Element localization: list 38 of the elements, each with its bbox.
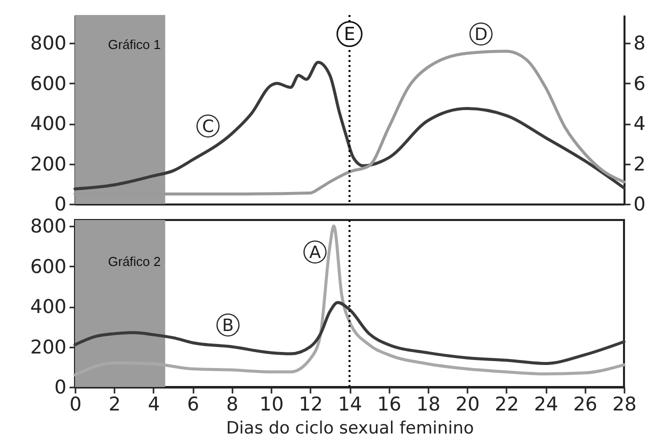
x-tick-label: 28 (612, 394, 637, 416)
y-tick-label: 400 (30, 113, 66, 136)
x-tick-label: 24 (534, 394, 558, 416)
y-tick-label: 200 (30, 153, 66, 176)
y2-tick-label: 2 (634, 153, 646, 176)
y-tick-label: 0 (54, 194, 66, 216)
y-tick-label: 800 (30, 32, 66, 55)
y2-tick-label: 6 (634, 72, 646, 95)
y2-tick-label: 4 (634, 113, 646, 136)
ref-line-label: E (344, 24, 356, 45)
y-tick-label: 600 (30, 72, 66, 95)
x-tick-label: 10 (259, 394, 284, 416)
text: Gráfico 2 (108, 254, 161, 269)
y-tick-label: 200 (30, 336, 66, 358)
x-tick-label: 6 (187, 394, 200, 416)
x-tick-label: 20 (456, 394, 480, 416)
y-tick-label: 400 (30, 296, 66, 318)
y-tick-label: 600 (30, 256, 66, 278)
series-label: D (474, 25, 488, 45)
x-tick-label: 14 (338, 394, 362, 416)
x-tick-label: 16 (377, 394, 402, 416)
series-label: A (309, 243, 322, 263)
y-tick-label: 800 (30, 216, 66, 238)
x-tick-label: 18 (416, 394, 441, 416)
text: Gráfico 1 (108, 37, 161, 52)
series-label: C (202, 117, 214, 137)
x-axis-title: Dias do ciclo sexual feminino (226, 418, 474, 438)
x-tick-label: 12 (298, 394, 323, 416)
y2-tick-label: 8 (634, 32, 646, 55)
x-tick-label: 8 (226, 394, 238, 416)
x-tick-label: 26 (573, 394, 598, 416)
series-label: B (222, 316, 234, 336)
x-tick-label: 2 (108, 394, 121, 416)
x-tick-label: 4 (148, 394, 160, 416)
x-tick-label: 22 (494, 394, 519, 416)
y2-tick-label: 0 (634, 194, 646, 216)
x-tick-label: 0 (69, 394, 82, 416)
y-tick-label: 0 (54, 376, 66, 398)
